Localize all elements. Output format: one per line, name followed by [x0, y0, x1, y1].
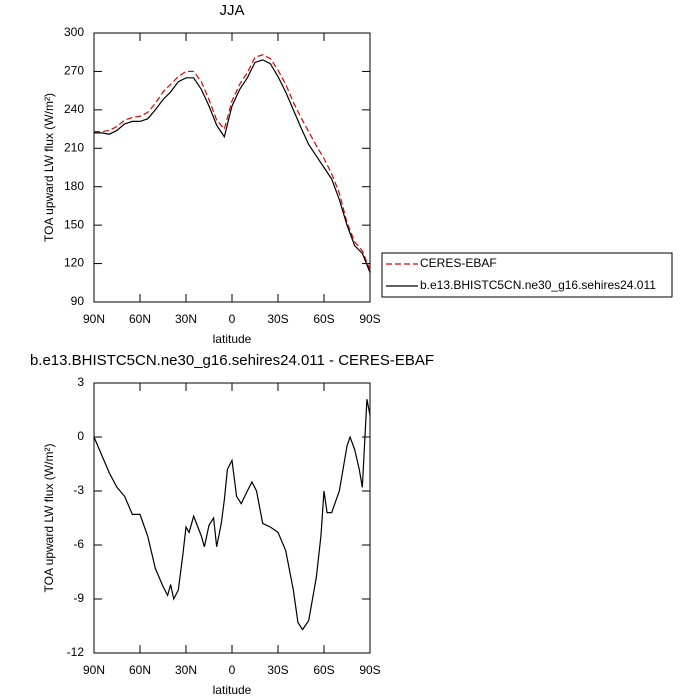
chart-title: b.e13.BHISTC5CN.ne30_g16.sehires24.011 -…: [30, 352, 434, 369]
y-axis-label: TOA upward LW flux (W/m²): [42, 444, 56, 593]
x-tick-label: 30S: [267, 312, 288, 326]
data-line: [93, 399, 371, 631]
y-tick-label: 120: [64, 256, 84, 270]
legend-label: b.e13.BHISTC5CN.ne30_g16.sehires24.011: [420, 278, 656, 292]
x-tick-label: 30S: [267, 663, 288, 677]
x-tick-label: 60S: [313, 312, 334, 326]
x-tick-label: 60S: [313, 663, 334, 677]
legend-box: [381, 252, 673, 298]
x-axis-label: latitude: [213, 683, 252, 697]
x-tick-label: 60N: [129, 312, 151, 326]
x-axis-label: latitude: [213, 332, 252, 346]
x-tick-label: 90S: [359, 663, 380, 677]
x-tick-label: 0: [229, 663, 236, 677]
y-tick-label: 90: [71, 294, 85, 308]
data-line: [94, 54, 371, 271]
plot-frame: [93, 382, 371, 654]
legend-label: CERES-EBAF: [420, 256, 497, 270]
x-tick-label: 60N: [129, 663, 151, 677]
chart-title: JJA: [219, 2, 244, 19]
x-tick-label: 90N: [83, 312, 105, 326]
y-tick-label: 0: [77, 429, 84, 443]
data-line: [94, 59, 371, 273]
y-tick-label: 210: [64, 140, 84, 154]
y-tick-label: -9: [73, 591, 84, 605]
y-tick-label: 270: [64, 64, 84, 78]
x-tick-label: 0: [229, 312, 236, 326]
y-tick-label: 240: [64, 102, 84, 116]
y-tick-label: 150: [64, 217, 84, 231]
x-tick-label: 90S: [359, 312, 380, 326]
y-tick-label: 180: [64, 179, 84, 193]
y-axis-label: TOA upward LW flux (W/m²): [42, 93, 56, 242]
y-tick-label: -6: [73, 537, 84, 551]
x-tick-label: 90N: [83, 663, 105, 677]
x-tick-label: 30N: [175, 663, 197, 677]
x-tick-label: 30N: [175, 312, 197, 326]
y-tick-label: 300: [64, 25, 84, 39]
y-tick-label: -12: [67, 645, 85, 659]
y-tick-label: 3: [77, 375, 84, 389]
y-tick-label: -3: [73, 483, 84, 497]
